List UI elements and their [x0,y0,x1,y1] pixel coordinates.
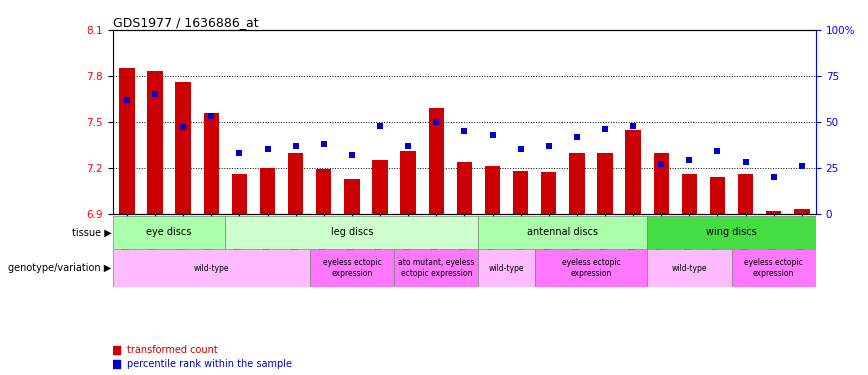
Bar [681,174,697,214]
Point [148,92,162,98]
Point [795,163,809,169]
Point [260,146,274,152]
Text: wing discs: wing discs [707,228,757,237]
Bar [513,171,529,214]
Bar [232,174,247,214]
Bar [648,216,816,249]
Text: eyeless ectopic
expression: eyeless ectopic expression [745,258,803,278]
Text: tissue ▶: tissue ▶ [72,228,111,237]
Bar [119,68,135,214]
Point [598,126,612,132]
Bar [148,71,163,214]
Point [317,141,331,147]
Bar [654,153,669,214]
Text: antennal discs: antennal discs [528,228,598,237]
Bar [429,108,444,214]
Point [401,143,415,149]
Bar [175,82,191,214]
Bar [535,249,648,287]
Point [654,161,668,167]
Bar [597,153,613,214]
Point [514,146,528,152]
Bar [400,151,416,214]
Text: ato mutant, eyeless
ectopic expression: ato mutant, eyeless ectopic expression [398,258,475,278]
Bar [288,153,304,214]
Bar [732,249,816,287]
Point [345,152,358,158]
Point [739,159,753,165]
Bar [316,170,332,214]
Bar [113,216,226,249]
Text: wild-type: wild-type [672,264,707,273]
Point [682,158,696,164]
Point [542,143,556,149]
Point [313,285,327,291]
Point [120,97,134,103]
Bar [569,153,585,214]
Bar [738,174,753,214]
Point [176,124,190,130]
Point [711,148,725,154]
Bar [310,249,394,287]
Text: wild-type: wild-type [489,264,524,273]
Bar [394,249,478,287]
Point [204,113,218,119]
Text: GDS1977 / 1636886_at: GDS1977 / 1636886_at [113,16,259,29]
Bar [457,162,472,214]
Bar [766,211,781,214]
Bar [794,209,810,214]
Point [373,123,387,129]
Point [485,132,499,138]
Text: transformed count: transformed count [127,345,218,355]
Bar [372,160,388,214]
Point [570,134,584,140]
Text: eyeless ectopic
expression: eyeless ectopic expression [323,258,381,278]
Bar [541,172,556,214]
Bar [648,249,732,287]
Point [457,128,471,134]
Point [313,162,327,168]
Bar [203,113,219,214]
Point [289,143,303,149]
Bar [226,216,478,249]
Point [626,123,640,129]
Bar [710,177,726,214]
Text: eye discs: eye discs [147,228,192,237]
Text: eyeless ectopic
expression: eyeless ectopic expression [562,258,621,278]
Bar [113,249,310,287]
Point [766,174,780,180]
Point [233,150,247,156]
Text: leg discs: leg discs [331,228,373,237]
Bar [478,216,648,249]
Bar [344,178,359,214]
Text: percentile rank within the sample: percentile rank within the sample [127,359,292,369]
Text: wild-type: wild-type [194,264,229,273]
Bar [478,249,535,287]
Text: genotype/variation ▶: genotype/variation ▶ [8,263,111,273]
Bar [484,166,500,214]
Point [430,119,444,125]
Bar [260,168,275,214]
Bar [625,129,641,214]
